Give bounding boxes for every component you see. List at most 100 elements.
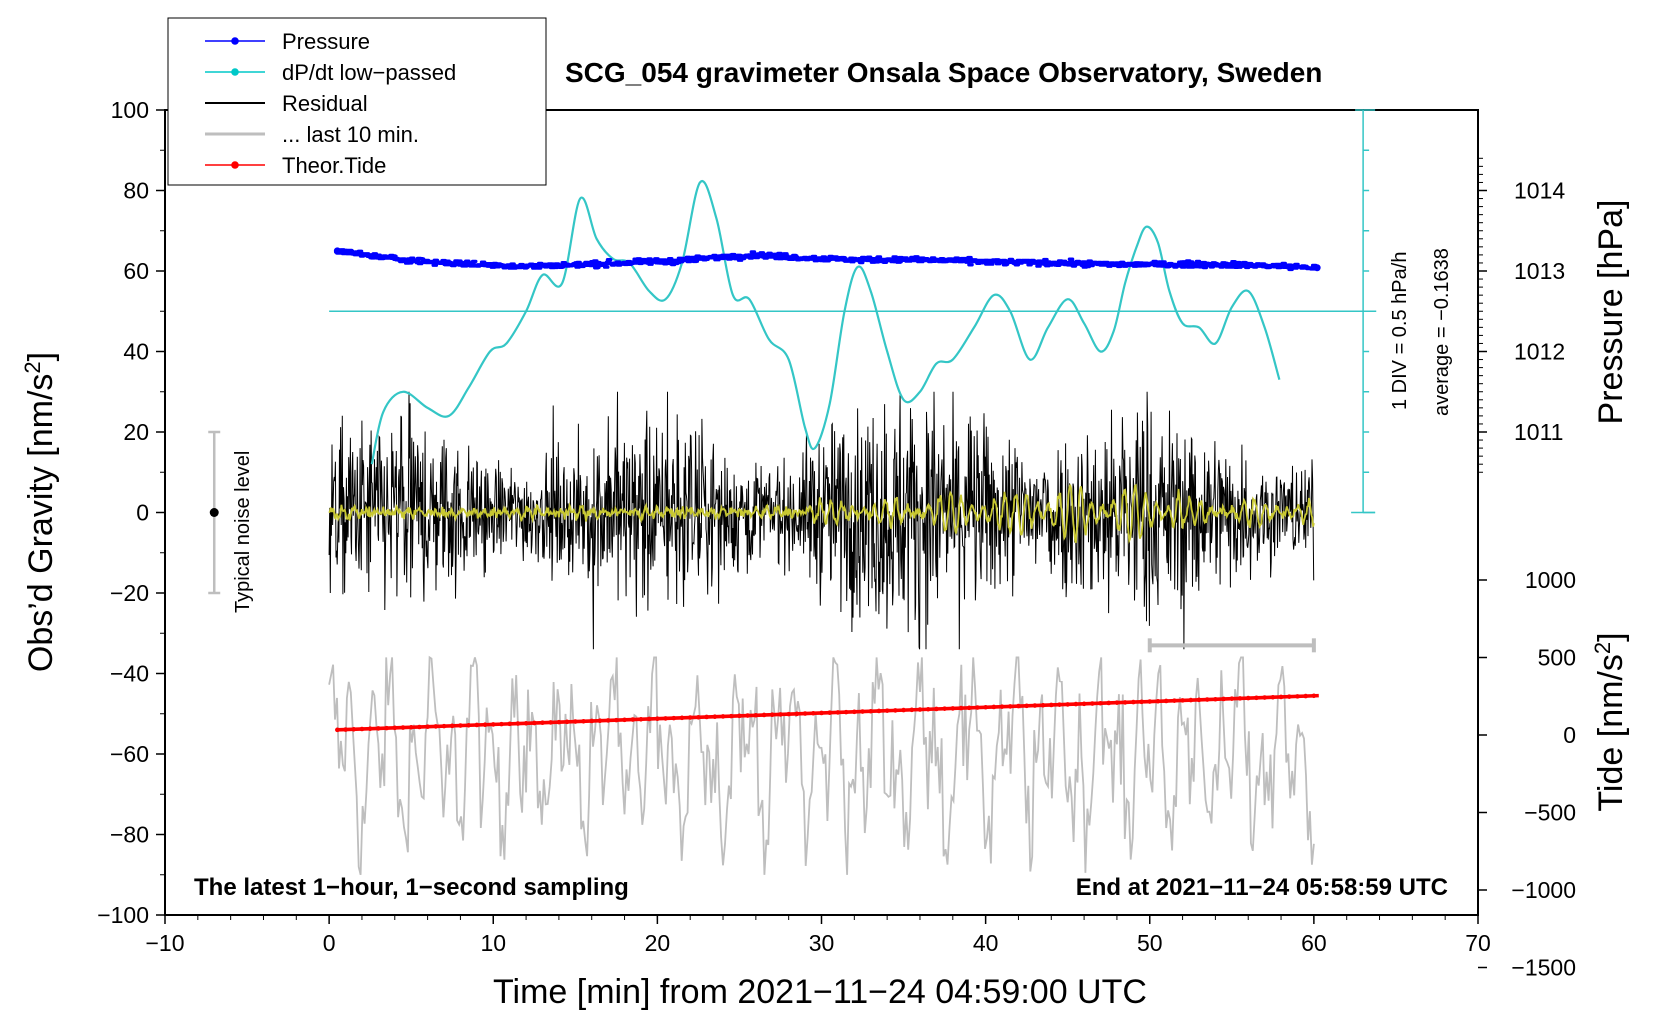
pressure-line: [334, 248, 1320, 272]
x-tick-label: 0: [323, 930, 336, 956]
tide-point: [925, 706, 931, 712]
tide-tick-label: 0: [1563, 722, 1576, 748]
tide-tick-label: 1000: [1525, 567, 1576, 593]
tide-tick-label: 500: [1538, 645, 1576, 671]
y-tick-label: 100: [111, 97, 149, 123]
tide-point: [474, 722, 480, 728]
y-axis-label-tide: Tide [nm/s2]: [1590, 632, 1630, 811]
tide-point: [663, 716, 668, 721]
tide-point: [884, 708, 890, 713]
tide-tick-label: −500: [1524, 800, 1576, 826]
tide-point: [819, 710, 824, 716]
y-tick-label: 0: [136, 500, 149, 526]
tide-point: [786, 711, 791, 717]
tide-point: [917, 707, 923, 712]
tide-point: [769, 712, 775, 717]
tide-point: [573, 719, 578, 724]
tide-point: [720, 714, 726, 719]
y-axis-label-left-close: ]: [22, 352, 60, 361]
y-axis-label-pressure: Pressure [hPa]: [1592, 200, 1630, 425]
x-tick-label: 60: [1301, 930, 1327, 956]
tide-point: [1122, 700, 1128, 705]
tide-point: [950, 706, 956, 711]
tide-point: [1188, 697, 1194, 703]
noise-level-bar: [208, 430, 221, 595]
y-axis-label-left: Obs’d Gravity [nm/s2]: [20, 352, 60, 672]
tide-point: [753, 712, 759, 718]
tide-point: [1311, 693, 1317, 699]
average-label: average = −0.1638: [1431, 248, 1453, 416]
tide-point: [1286, 694, 1292, 699]
legend-marker: [231, 161, 239, 169]
tide-point: [523, 720, 529, 726]
tide-point: [343, 727, 348, 732]
tide-point: [671, 715, 677, 721]
tide-point: [367, 726, 373, 732]
tide-point: [359, 726, 365, 732]
tide-tick-label: −1500: [1511, 955, 1576, 981]
tide-point: [1040, 702, 1046, 708]
tide-point: [1229, 696, 1235, 701]
tide-point: [1081, 701, 1087, 707]
tide-point: [400, 725, 406, 730]
legend-marker: [231, 68, 239, 76]
tide-point: [827, 710, 833, 715]
tide-point: [983, 704, 988, 710]
tide-point: [728, 713, 734, 719]
tide-point: [1131, 699, 1136, 705]
tide-point: [581, 718, 586, 724]
tide-point: [425, 724, 430, 730]
tide-point: [958, 705, 964, 711]
y-axis-label-left-sup: 2: [20, 361, 45, 373]
residual-line: [328, 391, 1315, 650]
tide-point: [1065, 702, 1070, 707]
tide-point: [1237, 696, 1243, 701]
tide-point: [679, 715, 685, 721]
tide-point: [991, 704, 997, 710]
tide-point: [638, 716, 644, 722]
tide-point: [531, 720, 537, 726]
y-axis-label-tide-sup: 2: [1590, 642, 1615, 654]
tide-point: [810, 710, 816, 716]
tide-point: [335, 727, 340, 733]
tide-point: [852, 709, 857, 715]
tide-point: [1098, 700, 1103, 706]
tide-point: [1114, 700, 1120, 705]
tide-series: [335, 693, 1319, 733]
tide-point: [1007, 704, 1013, 709]
tide-point: [1295, 694, 1300, 699]
tide-point: [482, 722, 488, 728]
tide-point: [737, 713, 742, 719]
note-left: The latest 1−hour, 1−second sampling: [194, 874, 629, 901]
y-tick-label: 60: [123, 258, 149, 284]
tide-point: [687, 715, 693, 720]
y-tick-label: −40: [110, 661, 149, 687]
tide-point: [1172, 698, 1177, 703]
tide-point: [540, 720, 545, 725]
tide-point: [942, 706, 947, 711]
legend-marker: [231, 37, 239, 45]
tide-point: [614, 717, 619, 723]
x-tick-label: 30: [809, 930, 835, 956]
tide-point: [1016, 703, 1021, 709]
tide-point: [655, 716, 660, 721]
tide-tick-label: −1000: [1511, 877, 1576, 903]
pressure-tick-label: 1013: [1514, 258, 1565, 284]
pressure-tick-label: 1011: [1514, 419, 1563, 445]
tide-point: [441, 723, 447, 729]
tide-point: [1221, 696, 1226, 702]
pressure-series: [333, 247, 1321, 272]
legend-label: dP/dt low−passed: [282, 60, 456, 85]
tide-point: [1073, 701, 1079, 707]
tide-point: [622, 717, 627, 723]
smoothed-line: [328, 483, 1315, 545]
legend-label: Residual: [282, 91, 368, 116]
tide-point: [1163, 698, 1169, 704]
tide-point: [1204, 697, 1210, 702]
tide-point: [966, 705, 972, 711]
legend-label: ... last 10 min.: [282, 122, 419, 147]
pressure-tick-label: 1012: [1514, 339, 1565, 365]
legend-box: [167, 17, 547, 186]
tide-point: [597, 718, 603, 723]
